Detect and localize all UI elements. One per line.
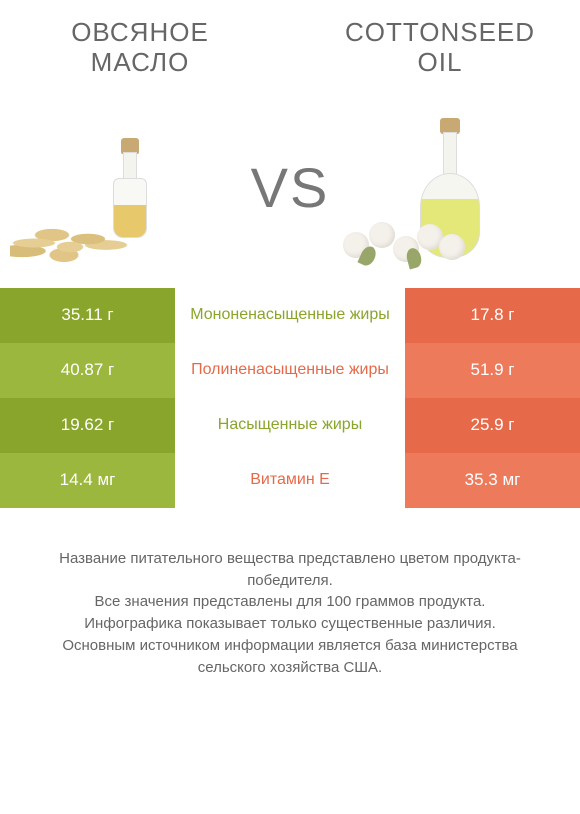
header: ОВСЯНОЕ МАСЛО COTTONSEED OIL: [0, 0, 580, 78]
footer-line: Все значения представлены для 100 граммо…: [30, 591, 550, 613]
vs-label: VS: [251, 155, 330, 220]
table-row: 35.11 гМононенасыщенные жиры17.8 г: [0, 288, 580, 343]
cell-left-value: 19.62 г: [0, 398, 175, 453]
cell-nutrient-label: Витамин E: [175, 453, 405, 508]
cell-left-value: 35.11 г: [0, 288, 175, 343]
cell-right-value: 25.9 г: [405, 398, 580, 453]
footer-line: Основным источником информации является …: [30, 635, 550, 679]
footer-notes: Название питательного вещества представл…: [0, 508, 580, 679]
oat-grains-icon: [10, 223, 130, 263]
footer-line: Название питательного вещества представл…: [30, 548, 550, 592]
title-right: COTTONSEED OIL: [340, 18, 540, 78]
cell-nutrient-label: Полиненасыщенные жиры: [175, 343, 405, 398]
product-image-left: [40, 103, 220, 273]
cotton-bolls-icon: [335, 213, 465, 268]
cell-nutrient-label: Мононенасыщенные жиры: [175, 288, 405, 343]
product-image-right: [360, 103, 540, 273]
table-row: 40.87 гПолиненасыщенные жиры51.9 г: [0, 343, 580, 398]
title-left: ОВСЯНОЕ МАСЛО: [40, 18, 240, 78]
image-row: VS: [0, 78, 580, 288]
cell-right-value: 17.8 г: [405, 288, 580, 343]
cell-right-value: 35.3 мг: [405, 453, 580, 508]
cell-nutrient-label: Насыщенные жиры: [175, 398, 405, 453]
table-row: 14.4 мгВитамин E35.3 мг: [0, 453, 580, 508]
comparison-table: 35.11 гМононенасыщенные жиры17.8 г40.87 …: [0, 288, 580, 508]
footer-line: Инфографика показывает только существенн…: [30, 613, 550, 635]
table-row: 19.62 гНасыщенные жиры25.9 г: [0, 398, 580, 453]
cell-right-value: 51.9 г: [405, 343, 580, 398]
cell-left-value: 40.87 г: [0, 343, 175, 398]
cell-left-value: 14.4 мг: [0, 453, 175, 508]
